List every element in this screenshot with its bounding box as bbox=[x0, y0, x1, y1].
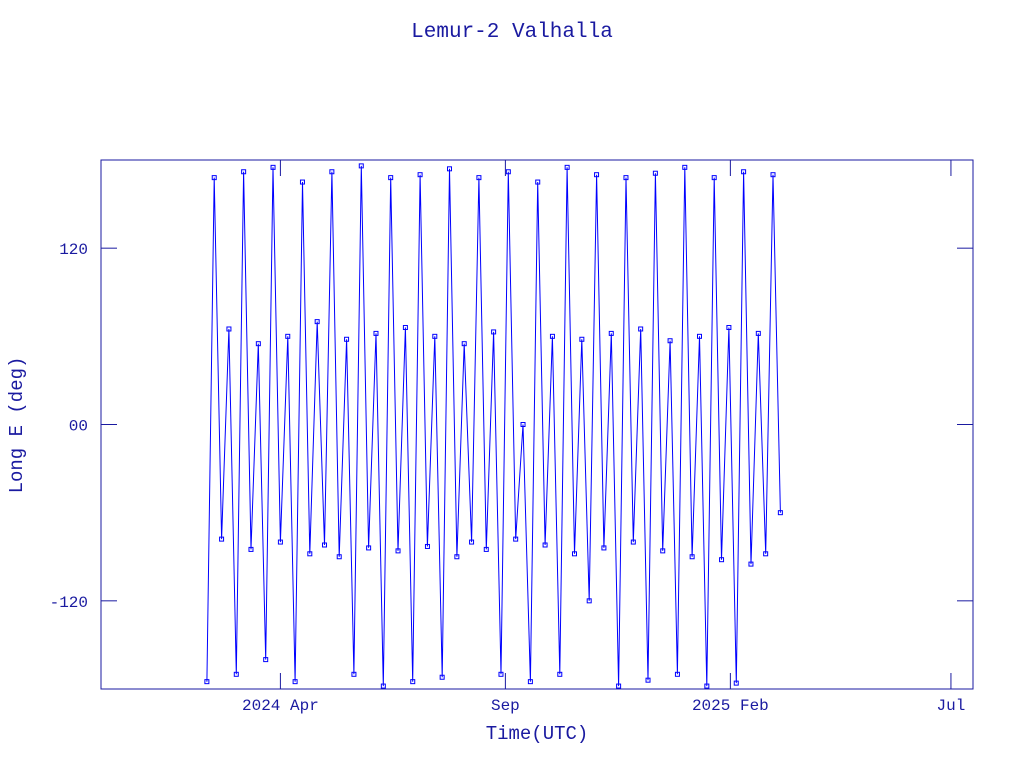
x-tick-label: 2025 Feb bbox=[692, 697, 769, 715]
series-line bbox=[206, 165, 781, 687]
point-marker bbox=[674, 671, 680, 677]
point-marker bbox=[454, 554, 460, 560]
point-marker bbox=[601, 545, 607, 551]
point-marker bbox=[571, 551, 577, 557]
point-marker bbox=[336, 554, 342, 560]
y-tick-label: 120 bbox=[59, 241, 88, 259]
point-marker bbox=[645, 677, 651, 683]
point-marker bbox=[564, 164, 570, 170]
point-marker bbox=[233, 671, 239, 677]
point-marker bbox=[219, 536, 225, 542]
point-marker bbox=[380, 683, 386, 689]
point-marker bbox=[270, 164, 276, 170]
point-marker bbox=[505, 169, 511, 175]
point-marker bbox=[623, 175, 629, 181]
point-marker bbox=[373, 330, 379, 336]
point-marker bbox=[594, 172, 600, 178]
point-marker bbox=[476, 175, 482, 181]
point-marker bbox=[417, 172, 423, 178]
point-marker bbox=[292, 679, 298, 685]
point-marker bbox=[586, 598, 592, 604]
point-marker bbox=[696, 333, 702, 339]
point-marker bbox=[285, 333, 291, 339]
point-marker bbox=[630, 539, 636, 545]
x-tick-label: 2024 Apr bbox=[242, 697, 319, 715]
point-marker bbox=[248, 546, 254, 552]
point-marker bbox=[549, 333, 555, 339]
point-marker bbox=[535, 179, 541, 185]
point-marker bbox=[263, 657, 269, 663]
point-marker bbox=[358, 163, 364, 169]
point-marker bbox=[638, 326, 644, 332]
point-marker bbox=[410, 679, 416, 685]
point-marker bbox=[513, 536, 519, 542]
point-marker bbox=[241, 169, 247, 175]
point-marker bbox=[366, 545, 372, 551]
point-marker bbox=[719, 557, 725, 563]
point-marker bbox=[733, 680, 739, 686]
point-marker bbox=[741, 169, 747, 175]
point-marker bbox=[520, 422, 526, 427]
point-marker bbox=[469, 539, 475, 545]
point-marker bbox=[542, 542, 548, 548]
point-marker bbox=[557, 671, 563, 677]
point-marker bbox=[204, 679, 210, 685]
point-marker bbox=[307, 551, 313, 557]
point-marker bbox=[579, 336, 585, 342]
point-marker bbox=[704, 683, 710, 689]
point-marker bbox=[432, 333, 438, 339]
point-marker bbox=[763, 551, 769, 557]
x-tick-label: Sep bbox=[491, 697, 520, 715]
point-marker bbox=[388, 175, 394, 181]
point-marker bbox=[402, 325, 408, 331]
point-marker bbox=[689, 554, 695, 560]
point-marker bbox=[211, 175, 217, 181]
point-marker bbox=[344, 336, 350, 342]
point-marker bbox=[277, 539, 283, 545]
x-axis-label: Time(UTC) bbox=[486, 723, 589, 745]
point-marker bbox=[439, 674, 445, 680]
point-marker bbox=[322, 542, 328, 548]
x-tick-label: Jul bbox=[937, 697, 966, 715]
point-marker bbox=[329, 169, 335, 175]
point-marker bbox=[498, 671, 504, 677]
y-tick-label: 00 bbox=[69, 418, 88, 436]
point-marker bbox=[682, 164, 688, 170]
point-marker bbox=[755, 330, 761, 336]
point-marker bbox=[483, 546, 489, 552]
point-marker bbox=[726, 325, 732, 331]
point-marker bbox=[226, 326, 232, 332]
point-marker bbox=[255, 341, 261, 347]
point-marker bbox=[491, 329, 497, 335]
point-marker bbox=[660, 548, 666, 554]
point-marker bbox=[461, 341, 467, 347]
point-marker bbox=[395, 548, 401, 554]
point-marker bbox=[711, 175, 717, 181]
point-marker bbox=[667, 338, 673, 344]
point-marker bbox=[424, 543, 430, 549]
point-marker bbox=[447, 166, 453, 172]
chart-title: Lemur-2 Valhalla bbox=[411, 21, 613, 44]
point-marker bbox=[351, 671, 357, 677]
point-marker bbox=[299, 179, 305, 185]
point-marker bbox=[770, 172, 776, 178]
point-marker bbox=[527, 679, 533, 685]
point-marker bbox=[608, 330, 614, 336]
point-marker bbox=[777, 510, 783, 516]
point-marker bbox=[616, 683, 622, 689]
point-marker bbox=[652, 170, 658, 176]
y-tick-label: -120 bbox=[50, 594, 88, 612]
point-marker bbox=[748, 561, 754, 567]
point-marker bbox=[314, 319, 320, 325]
y-axis-label: Long E (deg) bbox=[6, 357, 28, 494]
